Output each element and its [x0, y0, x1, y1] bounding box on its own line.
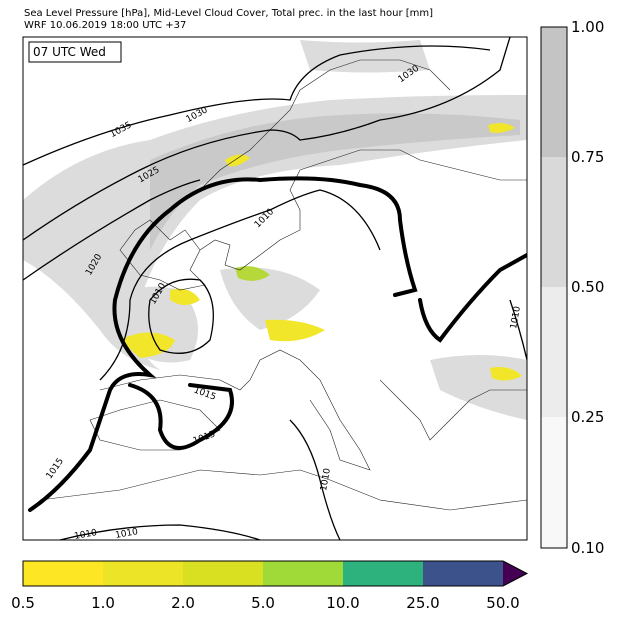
precip-tick-label: 5.0	[251, 594, 275, 612]
cloud-tick-label: 1.00	[571, 18, 604, 36]
precip-tick-label: 1.0	[91, 594, 115, 612]
contour-label: 1010	[115, 527, 140, 541]
map-title: Sea Level Pressure [hPa], Mid-Level Clou…	[24, 8, 433, 19]
precip-tick-label: 25.0	[406, 594, 439, 612]
precip-tick-label: 50.0	[486, 594, 519, 612]
precip-tick-label: 10.0	[326, 594, 359, 612]
map-area	[23, 37, 527, 540]
precip-colorbar: 0.5 1.0 2.0 5.0 10.0 25.0 50.0	[11, 560, 529, 612]
time-box	[28, 41, 122, 63]
cloud-tick-label: 0.50	[571, 278, 604, 296]
precip-tick-label: 0.5	[11, 594, 35, 612]
map-subtitle: WRF 10.06.2019 18:00 UTC +37	[24, 20, 186, 31]
cloud-tick-label: 0.10	[571, 539, 604, 557]
contour-label: 1010	[74, 528, 99, 542]
time-label: 07 UTC Wed	[33, 45, 106, 59]
cloud-colorbar: 1.00 0.75 0.50 0.25 0.10	[540, 18, 604, 557]
contour-label: 1010	[319, 467, 333, 492]
contour-label: 1010	[509, 305, 523, 330]
precip-tick-label: 2.0	[171, 594, 195, 612]
cloud-tick-label: 0.25	[571, 408, 604, 426]
map-frame	[22, 36, 528, 541]
cloud-tick-label: 0.75	[571, 148, 604, 166]
